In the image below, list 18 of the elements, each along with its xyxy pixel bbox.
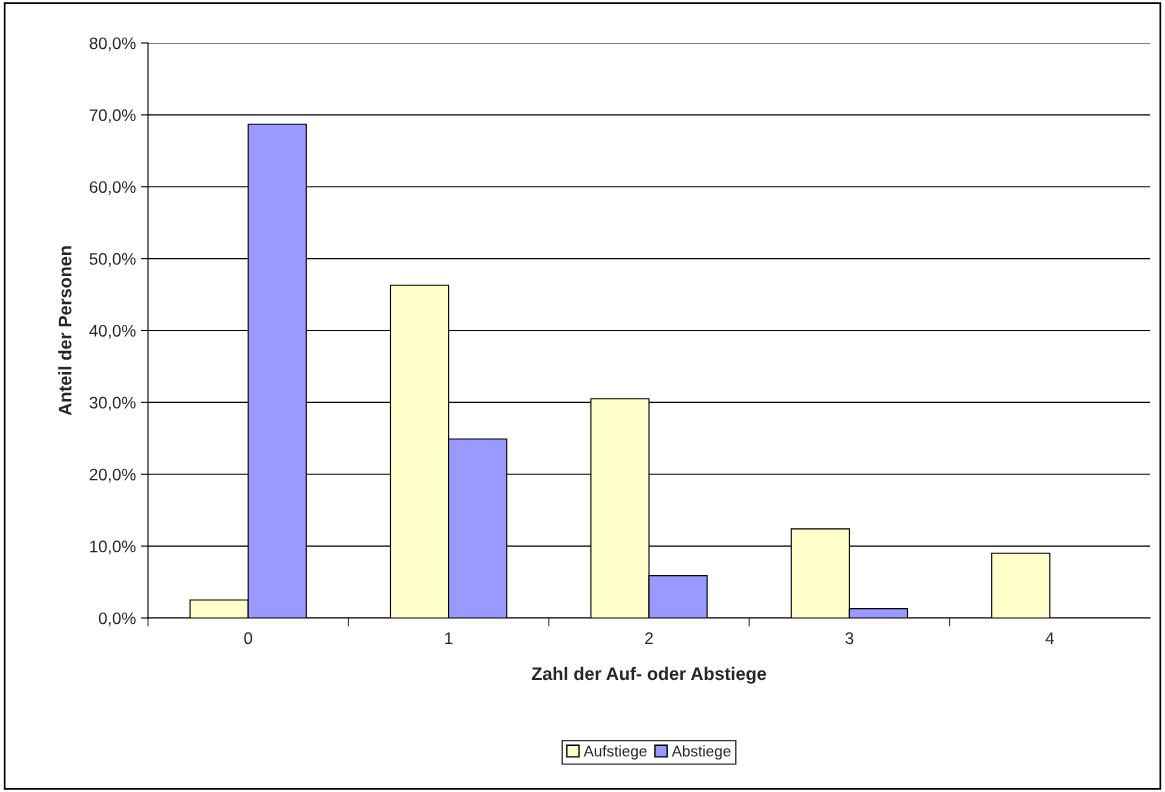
- y-tick-label: 70,0%: [89, 109, 136, 124]
- y-tick-label: 40,0%: [89, 324, 136, 339]
- y-tick-label: 50,0%: [89, 253, 136, 267]
- x-tick-label: 1: [445, 632, 453, 644]
- x-axis-title: Zahl der Auf- oder Abstiege: [531, 666, 767, 684]
- legend-label: Abstiege: [671, 745, 731, 760]
- legend-label: Aufstiege: [583, 745, 647, 760]
- y-axis-title: Anteil der Personen: [58, 246, 72, 416]
- y-tick-label: 30,0%: [89, 396, 136, 411]
- y-tick-label: 80,0%: [89, 37, 136, 52]
- x-tick-label: 3: [845, 632, 854, 645]
- x-tick-label: 0: [244, 632, 253, 645]
- x-tick-label: 4: [1045, 632, 1054, 644]
- x-tick-label: 2: [645, 632, 653, 644]
- y-tick-label: 20,0%: [89, 468, 136, 483]
- y-tick-label: 10,0%: [90, 540, 136, 555]
- y-tick-label: 60,0%: [89, 181, 136, 195]
- y-tick-label: 0,0%: [98, 612, 136, 627]
